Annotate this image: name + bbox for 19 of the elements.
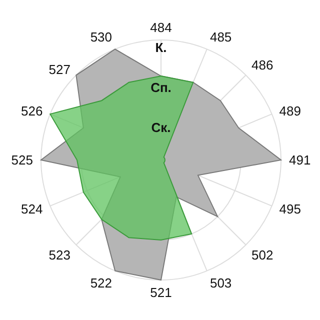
spoke-label: 524 <box>21 202 43 217</box>
spoke-label: 530 <box>90 30 112 45</box>
spoke-label: 522 <box>90 275 112 290</box>
spoke-label: 502 <box>252 248 274 263</box>
spoke-label: 525 <box>11 152 33 168</box>
spoke-label: 526 <box>21 104 43 119</box>
spoke-label: 491 <box>289 152 311 168</box>
y-tick-label: Ск. <box>151 120 171 135</box>
y-tick-label: К. <box>155 40 167 55</box>
spoke-label: 523 <box>48 248 70 263</box>
spoke-label: 484 <box>150 20 172 35</box>
spoke-label: 521 <box>150 285 172 300</box>
spoke-label: 503 <box>210 275 232 290</box>
spoke-label: 486 <box>252 57 274 72</box>
spoke-label: 527 <box>48 62 70 78</box>
y-tick-label: Сп. <box>150 80 172 95</box>
spoke-label: 485 <box>210 30 232 45</box>
spoke-label: 495 <box>279 202 301 217</box>
spoke-label: 489 <box>279 104 301 119</box>
